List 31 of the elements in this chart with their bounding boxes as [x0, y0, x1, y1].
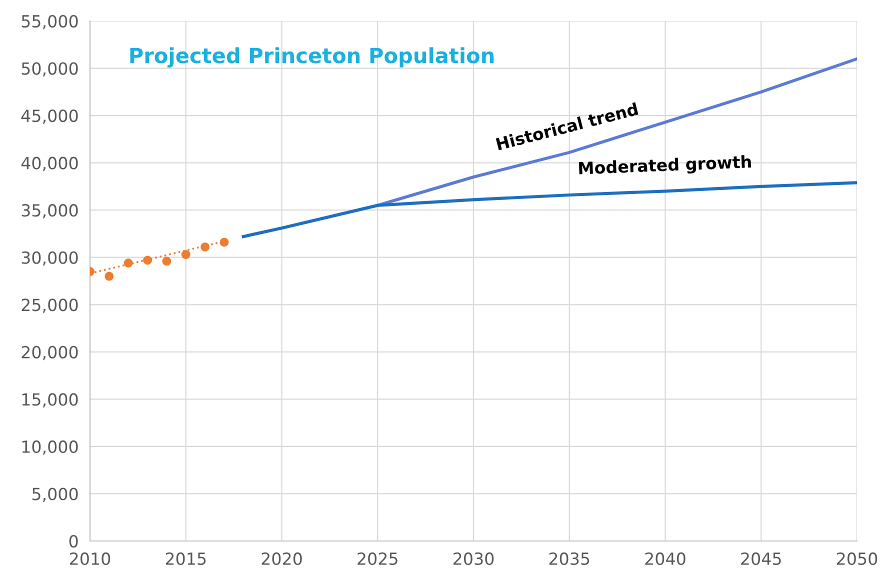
point [124, 258, 133, 268]
annotation: Moderated growth [578, 154, 752, 178]
point [200, 242, 210, 252]
x-tick-label: 2025 [358, 552, 398, 566]
point [143, 256, 152, 265]
x-tick-label: 2050 [837, 552, 878, 566]
x-tick-label: 2010 [70, 552, 110, 566]
y-tick-label: 40,000 [21, 156, 78, 172]
y-tick-label: 30,000 [22, 251, 78, 266]
y-tick-label: 45,000 [21, 110, 78, 124]
point [181, 250, 190, 260]
y-tick-label: 0 [69, 534, 78, 548]
point [162, 256, 172, 266]
y-tick-label: 50,000 [22, 62, 78, 77]
y-tick-label: 20,000 [22, 346, 78, 360]
y-tick-label: 10,000 [22, 440, 78, 455]
line-series [242, 181, 857, 238]
x-tick-label: 2015 [166, 552, 206, 566]
point [220, 238, 229, 247]
x-tick-label: 2045 [741, 552, 781, 566]
y-tick-label: 55,000 [22, 14, 78, 30]
y-tick-label: 15,000 [22, 393, 78, 408]
y-tick-label: 5,000 [32, 488, 78, 502]
text: Projected Princeton Population [130, 47, 494, 68]
point [104, 272, 114, 281]
x-tick-label: 2020 [262, 552, 302, 566]
y-tick-label: 25,000 [22, 298, 78, 313]
x-tick-label: 2030 [454, 552, 494, 566]
y-tick-label: 35,000 [22, 204, 78, 218]
x-tick-label: 2040 [645, 552, 686, 566]
x-tick-label: 2035 [549, 552, 590, 566]
